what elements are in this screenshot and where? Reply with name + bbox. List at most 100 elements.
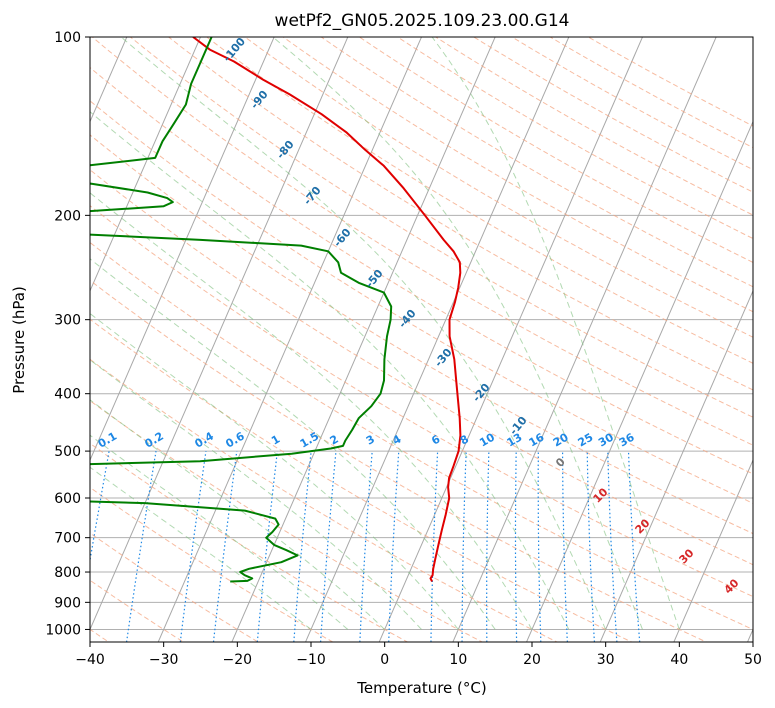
mixing-ratio-line <box>537 451 542 642</box>
dry-adiabat-line <box>205 37 753 364</box>
mixing-ratio-label: 0.6 <box>223 429 247 450</box>
isotherm-line <box>304 37 570 642</box>
dry-adiabat-line <box>90 100 753 504</box>
y-tick-label: 500 <box>54 444 81 460</box>
mixing-ratio-line <box>607 451 618 642</box>
dry-adiabat-line <box>129 37 753 418</box>
mixing-ratio-line <box>627 451 641 642</box>
y-tick-label: 100 <box>54 30 81 46</box>
y-tick-label: 200 <box>54 208 81 224</box>
x-tick-label: −30 <box>149 652 179 668</box>
x-tick-label: 30 <box>597 652 615 668</box>
x-axis-title: Temperature (°C) <box>356 679 486 697</box>
mixing-ratio-label: 36 <box>617 430 637 449</box>
y-tick-label: 700 <box>54 531 81 547</box>
isotherm-line <box>231 37 496 642</box>
x-tick-label: 10 <box>449 652 467 668</box>
mixing-ratio-line <box>293 451 312 642</box>
x-tick-label: −20 <box>223 652 253 668</box>
dry-adiabat-line <box>90 66 753 475</box>
mixing-ratio-label: 0.2 <box>143 430 166 451</box>
x-tick-label: −10 <box>296 652 326 668</box>
mixing-ratio-label: 10 <box>477 430 497 449</box>
mixing-ratio-line <box>179 451 207 642</box>
dry-adiabat-label: -70 <box>301 184 324 208</box>
moist-adiabat-line <box>90 359 422 630</box>
sounding-traces <box>90 37 462 583</box>
mixing-ratio-line <box>514 451 518 642</box>
y-tick-label: 800 <box>54 565 81 581</box>
mixing-ratio-line <box>461 451 467 642</box>
isotherm-line <box>673 458 753 642</box>
moist-adiabat-label: 0 <box>553 455 568 470</box>
dry-adiabat-line <box>472 37 753 193</box>
x-tick-label: 20 <box>523 652 541 668</box>
dry-adiabat-line <box>90 442 409 642</box>
mixing-ratio-line <box>430 451 439 642</box>
y-tick-label: 900 <box>54 595 81 611</box>
dry-adiabat-line <box>90 486 334 642</box>
temperature-trace <box>192 37 462 582</box>
mixing-ratio-line <box>256 451 278 642</box>
dry-adiabat-line <box>90 579 185 642</box>
dry-adiabat-line <box>90 169 753 566</box>
y-tick-label: 1000 <box>45 622 81 638</box>
dry-adiabat-line <box>90 205 753 598</box>
moist-adiabat-line <box>120 37 607 630</box>
dry-adiabat-label: -50 <box>363 267 386 291</box>
axes: −40 −30 −20 −10 0 10 20 30 40 50 1000 900 800 700 600 5… <box>45 30 762 668</box>
mixing-ratio-label: 2 <box>328 433 341 448</box>
isotherm-line <box>0 24 59 654</box>
dry-adiabat-line <box>587 37 753 127</box>
moist-adiabat-label: 30 <box>677 546 697 566</box>
dry-adiabat-line <box>90 318 633 642</box>
mixing-ratio-line <box>586 451 596 642</box>
x-tick-label: 50 <box>744 652 762 668</box>
mixing-ratio-label: 0.4 <box>193 429 217 450</box>
dry-adiabat-line <box>244 37 753 338</box>
dry-adiabat-line <box>90 532 260 642</box>
moist-adiabat-line <box>90 399 386 630</box>
mixing-ratio-label: 30 <box>596 430 616 449</box>
dry-adiabat-line <box>282 37 753 313</box>
dry-adiabat-line <box>90 279 708 642</box>
mixing-ratio-line <box>388 451 400 642</box>
dry-adiabat-label: -100 <box>220 35 248 65</box>
dry-adiabat-line <box>90 134 753 535</box>
plot-frame <box>89 36 754 643</box>
y-tick-label: 600 <box>54 491 81 507</box>
moist-adiabat-line <box>431 37 680 630</box>
moist-adiabat-label: 20 <box>633 516 653 536</box>
mixing-ratio-line <box>212 451 238 642</box>
dry-adiabat-label: -80 <box>274 138 297 162</box>
isotherm-line <box>378 37 644 642</box>
mixing-ratio-label: 1 <box>269 433 282 448</box>
line-labels: 0.1 0.2 0.4 0.6 1 1.5 2 3 4 6 8 10 13 16 20 25 30 36-100-… <box>96 35 742 597</box>
isotherm-line <box>525 120 753 642</box>
mixing-ratio-line <box>125 451 157 642</box>
mixing-ratio-label: 25 <box>576 431 596 450</box>
mixing-ratio-label: 6 <box>429 432 442 447</box>
isotherm-line <box>90 37 202 293</box>
moist-adiabat-line <box>272 37 643 630</box>
mixing-ratio-label: 1.5 <box>298 430 321 451</box>
y-tick-label: 300 <box>54 313 81 329</box>
mixing-ratio-label: 20 <box>551 430 571 449</box>
moist-adiabat-label: 40 <box>722 576 742 596</box>
isotherm-line <box>157 37 423 642</box>
mixing-ratio-line <box>562 451 569 642</box>
isotherm-line <box>746 628 753 642</box>
moist-adiabat-line <box>90 258 496 630</box>
dry-adiabat-line <box>320 37 753 288</box>
isotherm-line <box>90 37 275 462</box>
x-tick-label: −40 <box>75 652 105 668</box>
dry-adiabat-label: -90 <box>248 88 271 112</box>
mixing-ratio-line <box>359 451 373 642</box>
moist-adiabat-line <box>90 192 533 630</box>
y-tick-label: 400 <box>54 387 81 403</box>
x-tick-label: 40 <box>670 652 688 668</box>
moist-adiabat-line <box>90 111 570 630</box>
mixing-ratio-line <box>319 451 337 642</box>
